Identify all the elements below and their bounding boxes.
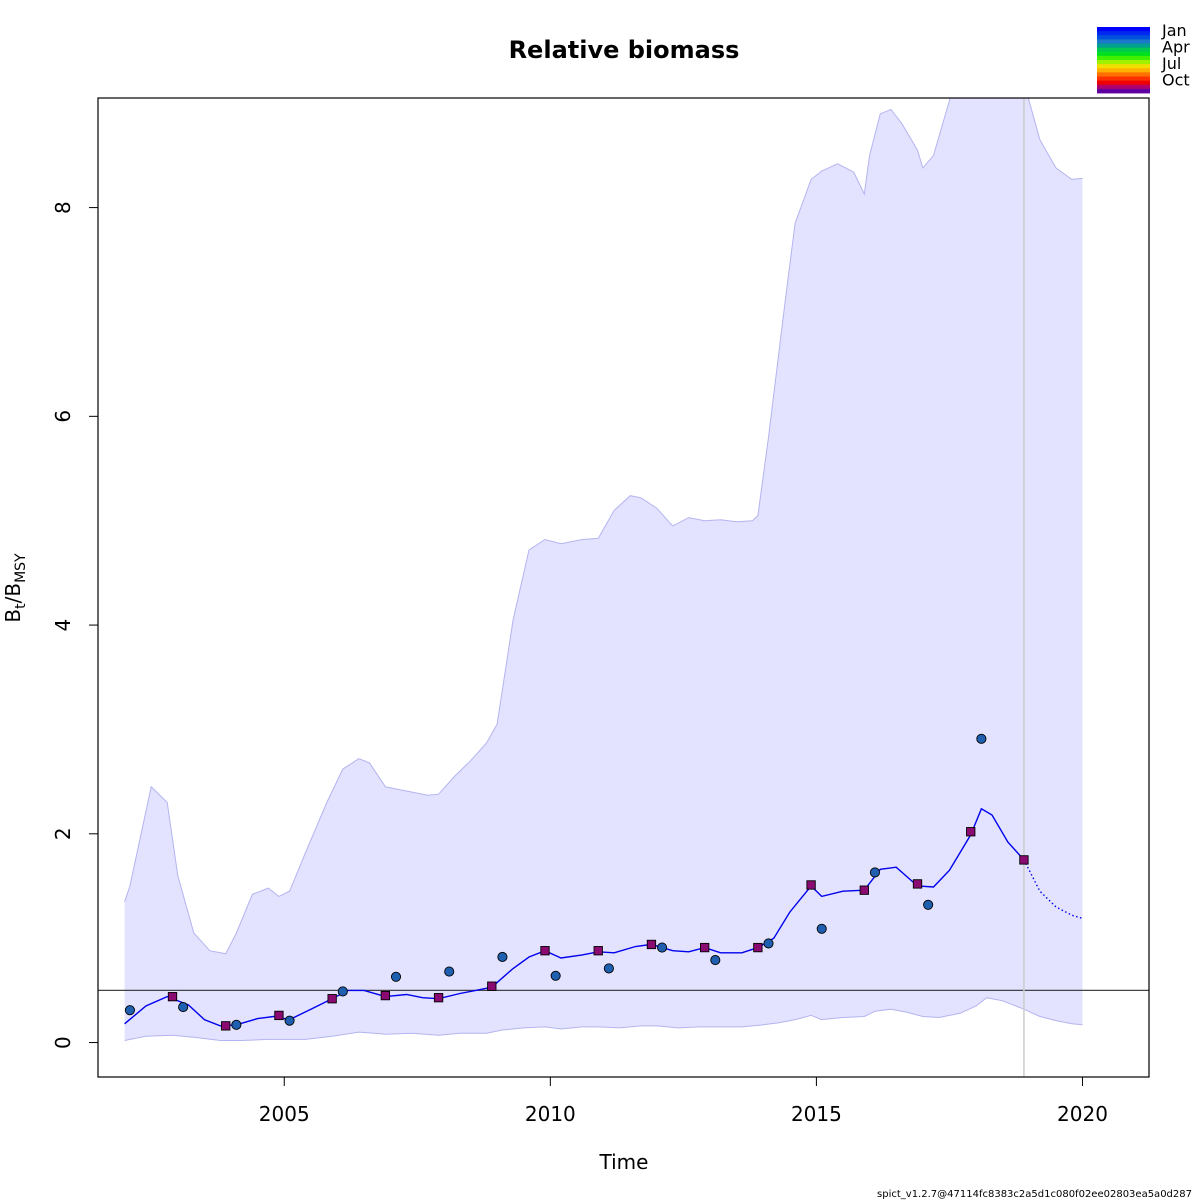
observation-point-square xyxy=(327,994,337,1004)
observation-point-square xyxy=(966,827,976,837)
x-tick-label: 2005 xyxy=(259,1102,310,1126)
y-axis: 0 2 4 6 8 xyxy=(51,201,99,1049)
observation-point-square xyxy=(646,939,657,950)
legend-color-swatch xyxy=(1097,72,1150,77)
ci-band xyxy=(124,98,1083,1041)
y-label-sub2: MSY xyxy=(13,553,29,583)
legend-color-swatch xyxy=(1097,76,1150,82)
observation-point-square xyxy=(859,885,869,895)
observation-point-square xyxy=(167,991,178,1002)
legend-color-swatch xyxy=(1097,27,1150,32)
observation-point-circle xyxy=(710,955,721,966)
ci-lower-line xyxy=(124,997,1083,1041)
legend-color-swatch xyxy=(1097,68,1150,73)
y-tick-label: 8 xyxy=(51,201,75,214)
observation-point-square xyxy=(274,1010,284,1021)
y-label-sub1: t xyxy=(13,603,29,609)
x-tick-label: 2010 xyxy=(525,1102,576,1126)
observation-point-square xyxy=(380,990,391,1001)
y-label-sep: / xyxy=(1,596,25,603)
observation-point-circle xyxy=(284,1015,295,1026)
observation-point-square xyxy=(1019,855,1029,865)
legend-color-swatch xyxy=(1097,64,1150,69)
legend-color-swatch xyxy=(1097,39,1150,44)
observation-point-square xyxy=(806,880,816,890)
x-axis-label: Time xyxy=(599,1150,649,1174)
legend-color-swatch xyxy=(1097,35,1150,40)
legend-color-swatch xyxy=(1097,51,1150,57)
y-tick-label: 4 xyxy=(51,619,75,632)
legend-label-jan: Jan xyxy=(1161,21,1187,40)
x-axis: 2005 2010 2015 2020 xyxy=(259,1076,1108,1126)
legend-color-swatch xyxy=(1097,84,1150,90)
x-tick-label: 2015 xyxy=(791,1102,842,1126)
observation-point-circle xyxy=(550,970,561,981)
observation-point-circle xyxy=(923,899,934,910)
y-tick-label: 0 xyxy=(51,1036,75,1049)
observation-point-square xyxy=(700,942,710,953)
legend-color-swatch xyxy=(1097,47,1150,53)
observation-point-circle xyxy=(497,951,508,963)
y-label-b1: B xyxy=(1,609,25,623)
x-tick-label: 2020 xyxy=(1057,1102,1108,1126)
observation-point-circle xyxy=(976,733,987,744)
legend-color-swatch xyxy=(1097,43,1150,49)
footer-version: spict_v1.2.7@47114fc8383c2a5d1c080f02ee0… xyxy=(877,1189,1192,1200)
observation-point-square xyxy=(221,1021,231,1031)
y-label-b2: B xyxy=(1,583,25,597)
observation-point-square xyxy=(593,946,603,956)
y-axis-label: Bt/BMSY xyxy=(1,553,29,623)
observation-point-square xyxy=(912,879,923,889)
observation-point-square xyxy=(753,942,763,953)
plot-area xyxy=(98,98,1149,1077)
observation-point-circle xyxy=(178,1002,189,1013)
observation-point-circle xyxy=(124,1005,135,1016)
legend-color-swatch xyxy=(1097,88,1150,94)
observation-point-circle xyxy=(869,867,880,878)
observation-point-square xyxy=(487,981,497,991)
legend-color-swatch xyxy=(1097,31,1150,36)
observation-point-square xyxy=(433,993,444,1003)
observation-point-square xyxy=(540,946,550,956)
y-tick-label: 2 xyxy=(51,827,75,840)
y-tick-label: 6 xyxy=(51,410,75,423)
observation-point-circle xyxy=(444,966,455,977)
observation-point-circle xyxy=(603,963,614,974)
observation-point-circle xyxy=(231,1019,242,1030)
observation-point-circle xyxy=(763,938,774,949)
observation-point-circle xyxy=(337,986,348,997)
observation-point-circle xyxy=(390,971,402,982)
ci-upper-line xyxy=(124,98,1083,955)
legend-color-swatch xyxy=(1097,55,1150,61)
observation-point-circle xyxy=(816,923,827,934)
observation-point-circle xyxy=(657,942,668,953)
chart-title: Relative biomass xyxy=(509,36,740,64)
legend-color-swatch xyxy=(1097,60,1150,65)
legend-color-swatch xyxy=(1097,80,1150,86)
legend-label-apr: Apr xyxy=(1162,38,1190,57)
legend-label-oct: Oct xyxy=(1162,71,1190,90)
legend-label-jul: Jul xyxy=(1161,54,1181,73)
